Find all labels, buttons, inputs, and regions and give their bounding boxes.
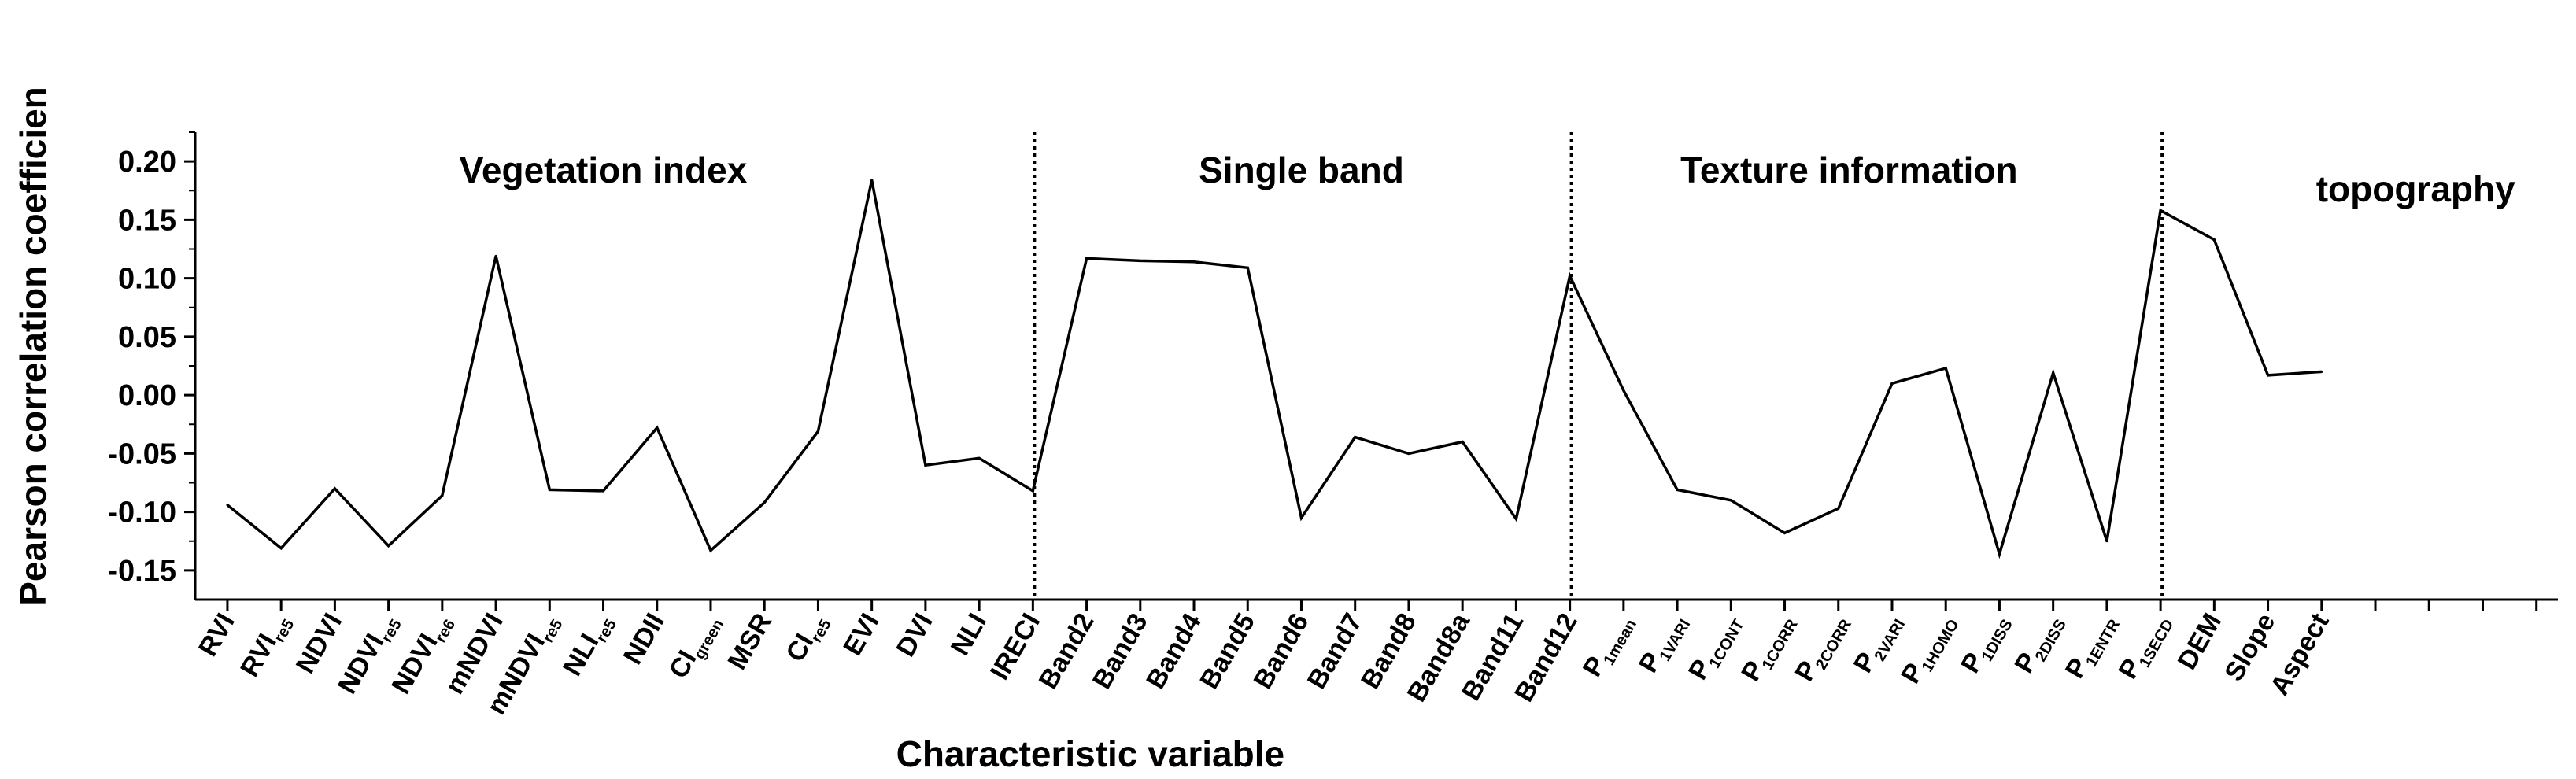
data-point: [1246, 266, 1249, 269]
data-point: [1192, 260, 1196, 264]
x-tick-label: NLI: [945, 608, 992, 660]
x-axis-ticks: RVIRVIre5NDVINDVIre5NDVIre6mNDVImNDVIre5…: [193, 600, 2538, 720]
axes: [194, 132, 2558, 601]
data-point: [1031, 489, 1034, 493]
series-polyline: [226, 179, 2322, 559]
x-tick-label: NDII: [618, 608, 671, 670]
x-tick-label: CIre5: [780, 608, 834, 669]
y-tick-label: -0.05: [108, 437, 176, 471]
x-tick-label: DEM: [2172, 608, 2228, 674]
data-point: [1676, 488, 1679, 491]
x-axis-title: Characteristic variable: [896, 733, 1285, 774]
data-point: [494, 254, 497, 257]
x-tick-label: DVI: [891, 608, 939, 662]
data-point: [1783, 531, 1787, 534]
data-point: [2159, 209, 2162, 212]
x-tick-label: P2CORR: [1789, 608, 1855, 689]
y-axis-ticks: -0.15 -0.10 -0.05 0.00 0.05 0.10 0.15 0.20: [108, 131, 195, 588]
data-point: [2320, 370, 2323, 373]
x-tick-label: RVI: [193, 608, 241, 662]
data-point: [656, 426, 659, 430]
data-point: [763, 501, 766, 504]
data-point: [1139, 259, 1142, 262]
data-point: [816, 430, 819, 433]
series-line: [226, 179, 2323, 559]
data-point: [1514, 518, 1517, 521]
data-point: [1299, 516, 1303, 519]
data-point: [709, 549, 712, 552]
x-tick-label: NLIre5: [557, 608, 620, 683]
x-tick-label: P1ENTR: [2060, 608, 2124, 685]
x-tick-label: P1mean: [1577, 608, 1640, 684]
y-tick-label: 0.10: [118, 263, 176, 296]
data-point: [1998, 552, 2001, 556]
data-point: [2105, 540, 2108, 543]
x-tick-label: MSR: [722, 608, 778, 674]
x-tick-label: NDVI: [290, 608, 349, 678]
y-tick-label: 0.20: [118, 146, 176, 179]
section-label-topography: topography: [2316, 168, 2515, 209]
section-label-vegetation-index: Vegetation index: [460, 150, 748, 190]
section-labels: Vegetation index Single band Texture infor…: [460, 150, 2515, 209]
y-tick-label: -0.15: [108, 555, 176, 588]
data-point: [1729, 499, 1732, 502]
data-point: [1569, 275, 1572, 278]
data-point: [924, 463, 927, 467]
x-tick-label: CIgreen: [663, 608, 727, 685]
y-tick-label: 0.05: [118, 321, 176, 354]
y-tick-label: 0.15: [118, 204, 176, 237]
data-point: [441, 494, 444, 497]
data-point: [279, 547, 283, 550]
x-tick-label: P1CORR: [1735, 608, 1802, 689]
data-point: [602, 489, 605, 493]
data-point: [1461, 441, 1464, 444]
data-point: [870, 179, 874, 182]
x-tick-label: EVI: [837, 608, 885, 660]
data-point: [1085, 257, 1088, 260]
data-point: [548, 488, 551, 491]
x-tick-label: P1HOMO: [1895, 608, 1962, 691]
x-tick-label: P1DISS: [1955, 608, 2016, 680]
data-point: [1407, 452, 1410, 455]
data-point: [1622, 389, 1625, 392]
x-tick-label: P1SECD: [2112, 608, 2177, 686]
y-tick-label: 0.00: [118, 379, 176, 412]
data-point: [2212, 238, 2216, 242]
data-point: [1837, 507, 1840, 510]
x-tick-label: RVIre5: [235, 608, 298, 684]
data-point: [226, 504, 229, 507]
section-label-texture-information: Texture information: [1680, 150, 2018, 190]
data-point: [1354, 436, 1357, 439]
y-tick-label: -0.10: [108, 497, 176, 530]
data-point: [387, 545, 390, 548]
data-point: [2052, 371, 2055, 375]
data-point: [1944, 367, 1947, 370]
data-point: [333, 487, 336, 490]
y-axis-title: Pearson correlation coefficien: [13, 87, 54, 606]
section-label-single-band: Single band: [1199, 150, 1404, 190]
data-point: [1890, 382, 1894, 385]
data-point: [978, 456, 981, 460]
data-point: [2267, 374, 2270, 377]
x-tick-label: P1CONT: [1683, 608, 1747, 687]
